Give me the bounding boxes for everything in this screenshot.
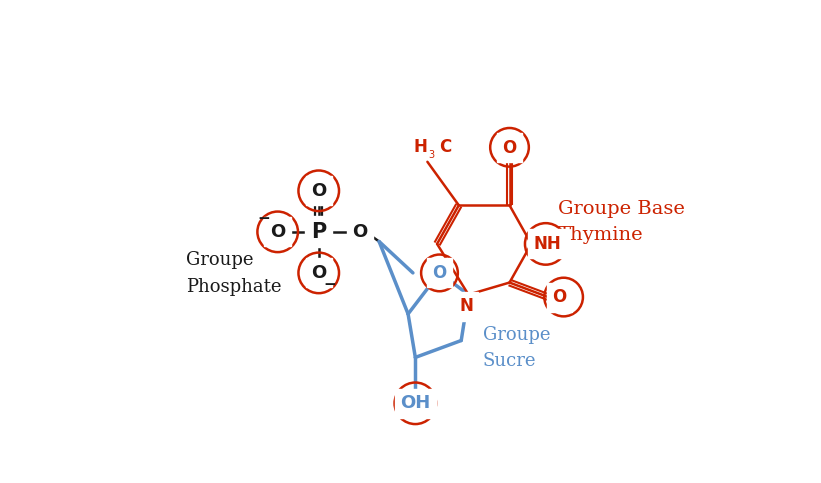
Text: O: O xyxy=(270,223,286,241)
Text: Groupe
Sucre: Groupe Sucre xyxy=(483,326,550,370)
Text: C: C xyxy=(439,138,452,156)
Text: $_3$: $_3$ xyxy=(429,147,436,161)
Text: Groupe Base
Thymine: Groupe Base Thymine xyxy=(557,200,685,244)
Text: O: O xyxy=(433,264,447,282)
Text: −: − xyxy=(323,277,336,293)
Text: O: O xyxy=(502,139,516,157)
Text: P: P xyxy=(311,222,327,242)
Text: Groupe
Phosphate: Groupe Phosphate xyxy=(186,251,282,296)
Text: H: H xyxy=(414,138,428,156)
Text: O: O xyxy=(311,182,327,200)
Text: −: − xyxy=(258,211,271,226)
Text: O: O xyxy=(311,264,327,282)
Text: OH: OH xyxy=(400,394,430,412)
Text: O: O xyxy=(552,288,566,306)
Text: NH: NH xyxy=(534,235,562,253)
Text: O: O xyxy=(352,223,368,241)
Text: N: N xyxy=(459,297,473,315)
